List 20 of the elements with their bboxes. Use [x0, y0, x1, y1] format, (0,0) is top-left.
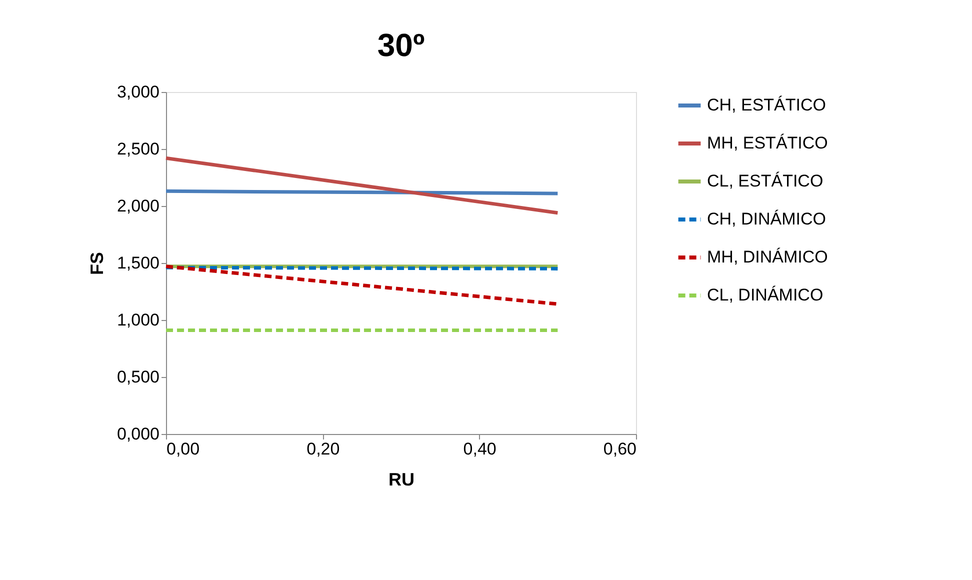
x-tick-label: 0,40 — [463, 440, 496, 458]
x-tick-label: 0,00 — [166, 440, 200, 458]
y-tick-label: 0,000 — [116, 424, 160, 444]
x-tick-label: 0,20 — [306, 440, 340, 458]
legend-label: MH, DINÁMICO — [707, 248, 828, 266]
legend-label: CL, DINÁMICO — [707, 286, 824, 304]
y-tick-label: 2,000 — [116, 196, 160, 216]
y-tick-label: 1,500 — [116, 254, 160, 272]
y-tick-label: 1,000 — [116, 310, 160, 330]
x-tick-label: 0,60 — [603, 440, 636, 458]
legend-label: CH, DINÁMICO — [707, 210, 826, 228]
legend-label: CL, ESTÁTICO — [707, 172, 824, 190]
y-tick-label: 2,500 — [116, 140, 160, 158]
legend-label: MH, ESTÁTICO — [707, 134, 828, 152]
y-tick-label: 3,000 — [116, 82, 160, 102]
y-tick-label: 0,500 — [116, 368, 160, 386]
legend-label: CH, ESTÁTICO — [707, 96, 826, 114]
chart-title: 30º — [377, 27, 425, 63]
x-axis-title: RU — [388, 470, 414, 490]
y-axis-title: FS — [86, 252, 107, 276]
